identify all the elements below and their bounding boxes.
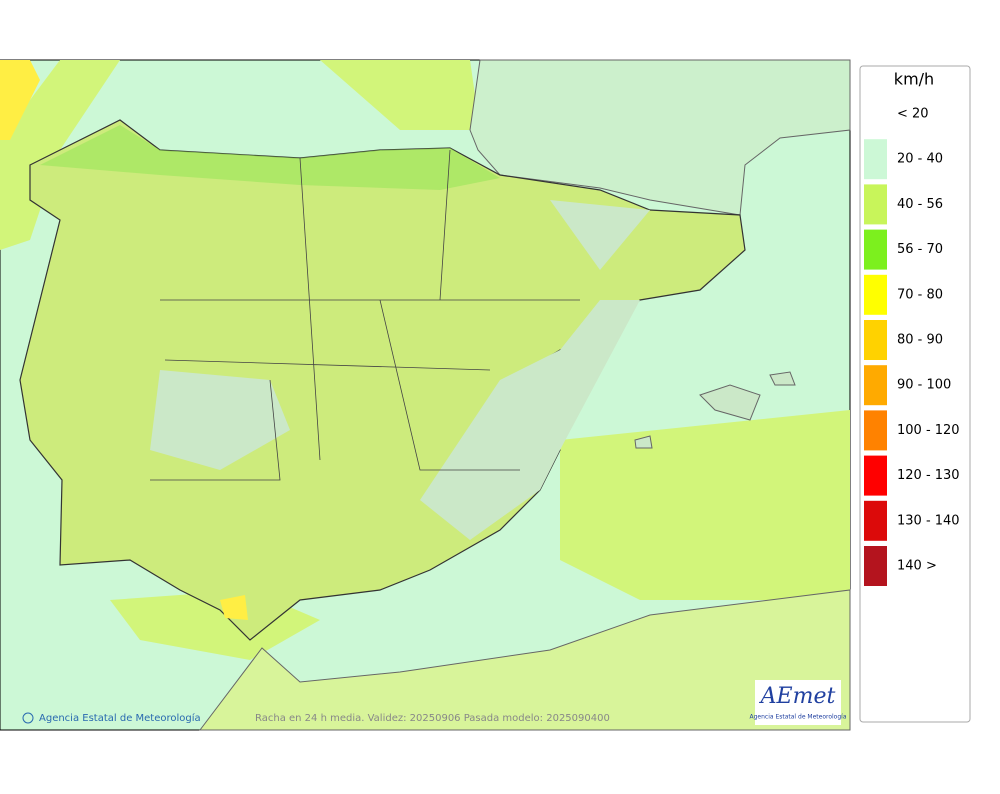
legend-swatch: [864, 139, 887, 180]
wind-zone: [560, 410, 850, 600]
wind-zone: [320, 60, 480, 130]
map: Agencia Estatal de Meteorología Racha en…: [0, 59, 851, 731]
legend-swatch: [864, 365, 887, 406]
legend-title: km/h: [894, 70, 934, 89]
borders: [150, 149, 580, 481]
legend-box: [859, 65, 971, 723]
legend-label: 56 - 70: [897, 242, 943, 257]
legend-swatch: [864, 184, 887, 225]
legend-swatch: [864, 455, 887, 496]
legend-swatch: [864, 274, 887, 315]
wind-zone: [0, 60, 120, 250]
wind-zone: [0, 60, 40, 140]
legend-label: 130 - 140: [897, 513, 960, 528]
legend-label: 140 >: [897, 559, 937, 574]
legend-label: 70 - 80: [897, 287, 943, 302]
legend-label: 100 - 120: [897, 423, 960, 438]
high-wind-zone: [40, 125, 500, 190]
low-wind-zone: [150, 200, 650, 540]
france: [469, 59, 851, 216]
legend-label: < 20: [897, 107, 929, 122]
legend-label: 40 - 56: [897, 197, 943, 212]
credit: Agencia Estatal de Meteorología: [39, 712, 201, 724]
logo-subtitle: Agencia Estatal de Meteorología: [750, 714, 847, 721]
islands: [634, 371, 796, 449]
legend-label: 120 - 130: [897, 468, 960, 483]
legend-label: 20 - 40: [897, 152, 943, 167]
legend: km/h < 20 20 - 40 40 - 56 56 - 70 70 - 80 80 …: [859, 65, 971, 723]
legend-label: 90 - 100: [897, 378, 951, 393]
legend-swatch: [864, 546, 887, 586]
legend-swatch: [864, 229, 887, 270]
gust-zone: [220, 595, 248, 620]
legend-swatch: [864, 500, 887, 541]
legend-swatch: [864, 410, 887, 451]
legend-swatch: [864, 320, 887, 360]
logo: AEmet: [759, 684, 836, 709]
africa: [198, 589, 851, 731]
logo-box: [755, 680, 841, 725]
caption: Racha en 24 h media. Validez: 20250906 P…: [255, 713, 610, 724]
copyright-icon: [22, 712, 34, 724]
legend-label: 80 - 90: [897, 333, 943, 348]
